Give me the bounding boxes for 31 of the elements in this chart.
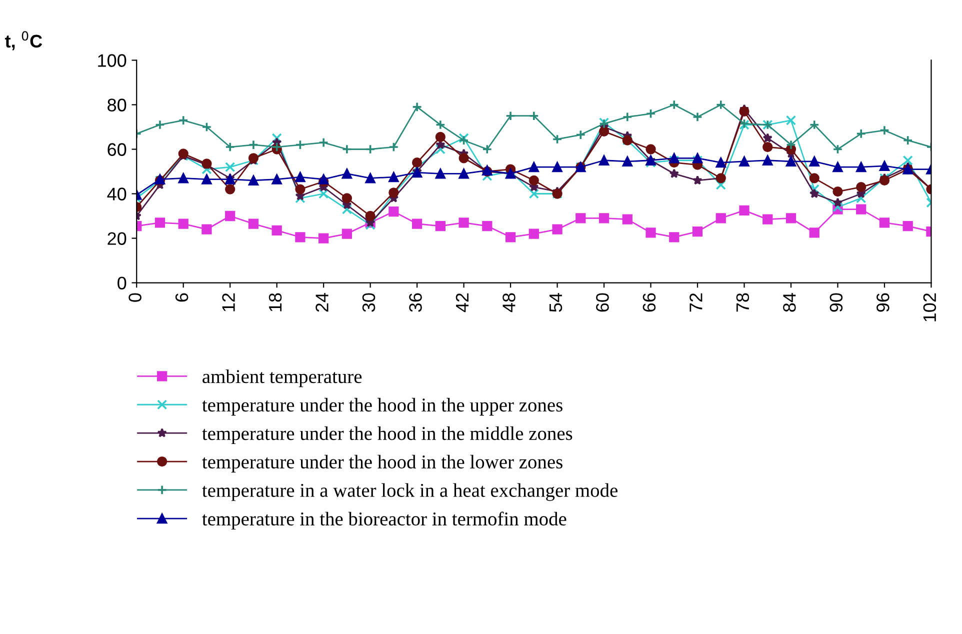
x-tick-label: 24 — [316, 293, 328, 312]
legend-label: temperature under the hood in the middle zones — [202, 426, 572, 444]
x-tick-label: 36 — [409, 293, 422, 312]
x-tick-label: 0 — [128, 293, 142, 302]
x-tick-label: 30 — [362, 293, 376, 312]
y-tick-label: 40 — [107, 188, 126, 200]
x-tick-label: 12 — [222, 293, 235, 312]
legend-label: temperature in a water lock in a heat exchanger mode — [202, 483, 618, 501]
y-tick-label: 20 — [108, 232, 126, 245]
legend-label: temperature under the hood in the lower zones — [202, 454, 562, 472]
y-tick-label: 100 — [98, 54, 126, 67]
y-tick-label: 80 — [108, 98, 126, 112]
x-tick-label: 54 — [550, 293, 562, 312]
y-axis-title: t, $^{0}$C — [5, 31, 42, 50]
legend-label: ambient temperature — [202, 369, 362, 388]
legend-label: temperature under the hood in the upper zones — [202, 398, 562, 416]
legend-label: temperature in the bioreactor in termofin mode — [202, 512, 566, 530]
x-tick-label: 60 — [596, 293, 609, 312]
x-tick-label: 84 — [783, 293, 796, 312]
x-tick-label: 72 — [690, 293, 702, 312]
x-tick-label: 6 — [175, 293, 188, 302]
x-tick-label: 90 — [830, 293, 843, 312]
x-tick-label: 18 — [268, 293, 282, 312]
y-tick-label: 60 — [108, 143, 126, 156]
x-tick-label: 96 — [876, 293, 890, 312]
x-tick-label: 102 — [923, 293, 936, 322]
x-tick-label: 48 — [502, 293, 516, 312]
y-tick-label: 0 — [118, 276, 126, 290]
x-tick-label: 78 — [736, 293, 750, 312]
x-tick-label: 66 — [642, 293, 656, 312]
x-tick-label: 42 — [456, 293, 468, 312]
